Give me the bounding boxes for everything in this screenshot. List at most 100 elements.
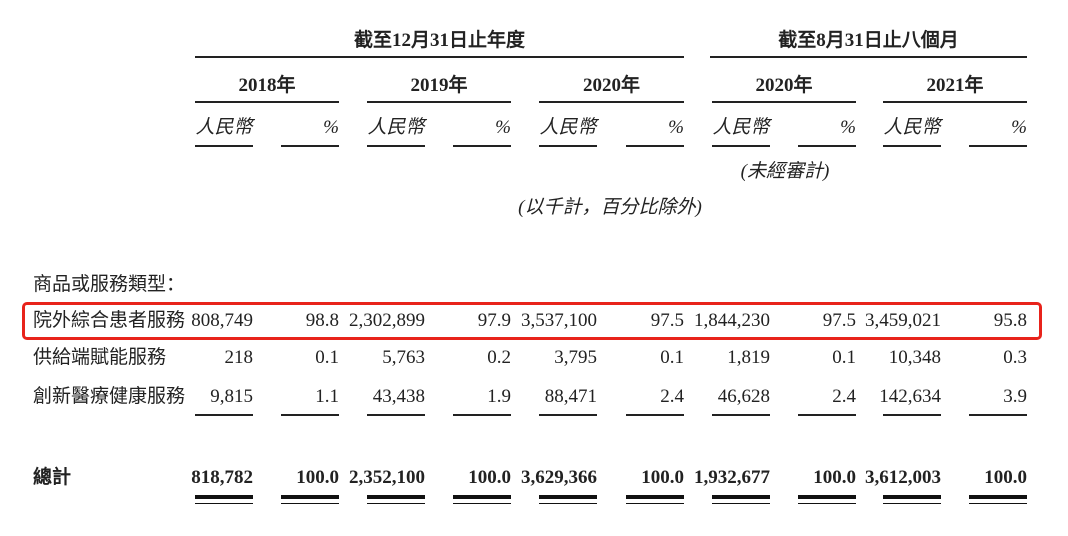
table-cell: 46,628	[717, 386, 770, 407]
double-underline	[195, 495, 253, 504]
divider	[883, 145, 941, 147]
divider	[539, 414, 597, 416]
percent-label: %	[840, 117, 856, 138]
divider	[453, 414, 511, 416]
unaudited-note: (未經審計)	[740, 161, 830, 182]
table-cell: 142,634	[879, 386, 941, 407]
table-cell: 2,302,899	[349, 310, 425, 331]
double-underline	[712, 495, 770, 504]
divider	[712, 101, 856, 103]
double-underline	[626, 495, 684, 504]
divider	[883, 414, 941, 416]
double-underline	[453, 495, 511, 504]
table-cell: 3,795	[554, 347, 597, 368]
table-cell: 0.1	[660, 347, 684, 368]
table-cell: 97.5	[650, 310, 684, 331]
table-cell: 9,815	[210, 386, 253, 407]
divider	[281, 145, 339, 147]
divider	[712, 145, 770, 147]
table-cell: 0.1	[832, 347, 856, 368]
divider	[626, 145, 684, 147]
double-underline	[367, 495, 425, 504]
divider	[798, 414, 856, 416]
divider	[539, 101, 684, 103]
total-cell: 3,629,366	[521, 467, 597, 488]
divider	[626, 414, 684, 416]
total-cell: 2,352,100	[349, 467, 425, 488]
year-header: 2021年	[926, 75, 984, 96]
divider	[367, 145, 425, 147]
table-cell: 88,471	[544, 386, 597, 407]
double-underline	[798, 495, 856, 504]
group-header-eight-months: 截至8月31日止八個月	[778, 30, 959, 51]
divider	[367, 414, 425, 416]
percent-label: %	[1011, 117, 1027, 138]
divider	[712, 414, 770, 416]
table-cell: 1.9	[487, 386, 511, 407]
percent-label: %	[668, 117, 684, 138]
table-cell: 10,348	[888, 347, 941, 368]
row-label: 供給端賦能服務	[33, 347, 167, 368]
section-label: 商品或服務類型：	[33, 274, 186, 295]
currency-label: 人民幣	[883, 117, 941, 138]
table-cell: 1,819	[727, 347, 770, 368]
table-cell: 1,844,230	[694, 310, 770, 331]
table-cell: 808,749	[191, 310, 253, 331]
double-underline	[969, 495, 1027, 504]
currency-label: 人民幣	[539, 117, 597, 138]
divider	[539, 145, 597, 147]
table-cell: 97.9	[477, 310, 511, 331]
currency-label: 人民幣	[712, 117, 770, 138]
table-cell: 0.2	[487, 347, 511, 368]
table-cell: 2.4	[660, 386, 684, 407]
percent-label: %	[495, 117, 511, 138]
row-label: 院外綜合患者服務	[33, 310, 186, 331]
divider	[195, 56, 684, 58]
table-cell: 3,537,100	[521, 310, 597, 331]
year-header: 2018年	[238, 75, 296, 96]
total-cell: 100.0	[468, 467, 511, 488]
table-cell: 0.3	[1003, 347, 1027, 368]
table-cell: 3,459,021	[865, 310, 941, 331]
year-header: 2020年	[582, 75, 640, 96]
divider	[710, 56, 1027, 58]
year-header: 2019年	[410, 75, 468, 96]
divider	[195, 145, 253, 147]
table-cell: 95.8	[993, 310, 1027, 331]
divider	[195, 101, 339, 103]
currency-label: 人民幣	[195, 117, 253, 138]
table-cell: 97.5	[822, 310, 856, 331]
year-header: 2020年	[755, 75, 813, 96]
total-cell: 1,932,677	[694, 467, 770, 488]
divider	[883, 101, 1027, 103]
divider	[969, 145, 1027, 147]
total-cell: 100.0	[641, 467, 684, 488]
table-cell: 2.4	[832, 386, 856, 407]
group-header-fiscal-year: 截至12月31日止年度	[353, 30, 525, 51]
table-cell: 43,438	[372, 386, 425, 407]
double-underline	[281, 495, 339, 504]
divider	[367, 101, 511, 103]
divider	[281, 414, 339, 416]
double-underline	[883, 495, 941, 504]
double-underline	[539, 495, 597, 504]
currency-label: 人民幣	[367, 117, 425, 138]
divider	[798, 145, 856, 147]
table-cell: 3.9	[1003, 386, 1027, 407]
table-cell: 1.1	[315, 386, 339, 407]
percent-label: %	[323, 117, 339, 138]
total-cell: 100.0	[984, 467, 1027, 488]
table-cell: 98.8	[305, 310, 339, 331]
unit-note: (以千計，百分比除外)	[518, 197, 702, 218]
table-cell: 0.1	[315, 347, 339, 368]
total-cell: 818,782	[191, 467, 253, 488]
row-label: 創新醫療健康服務	[33, 386, 186, 407]
table-cell: 5,763	[382, 347, 425, 368]
total-cell: 3,612,003	[865, 467, 941, 488]
total-cell: 100.0	[296, 467, 339, 488]
divider	[195, 414, 253, 416]
total-label: 總計	[33, 467, 72, 488]
table-cell: 218	[224, 347, 254, 368]
divider	[453, 145, 511, 147]
